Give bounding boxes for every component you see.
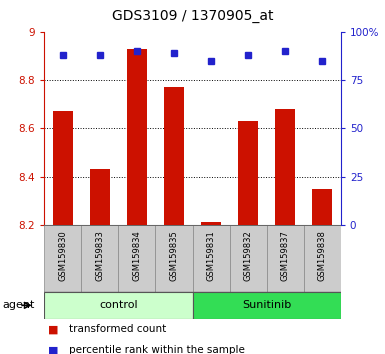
Bar bbox=[119, 225, 156, 292]
Bar bbox=[127, 49, 147, 225]
Text: ■: ■ bbox=[48, 324, 59, 334]
Text: control: control bbox=[99, 300, 138, 310]
Bar bbox=[156, 225, 192, 292]
Text: GSM159834: GSM159834 bbox=[132, 230, 141, 281]
Text: Sunitinib: Sunitinib bbox=[242, 300, 291, 310]
Text: GSM159830: GSM159830 bbox=[58, 230, 67, 281]
Bar bbox=[53, 112, 73, 225]
Bar bbox=[201, 222, 221, 225]
Text: GSM159838: GSM159838 bbox=[318, 230, 327, 281]
Text: agent: agent bbox=[2, 300, 34, 310]
Text: transformed count: transformed count bbox=[69, 324, 167, 334]
Bar bbox=[275, 109, 295, 225]
Bar bbox=[192, 225, 229, 292]
Text: percentile rank within the sample: percentile rank within the sample bbox=[69, 346, 245, 354]
Text: ■: ■ bbox=[48, 346, 59, 354]
Text: GSM159831: GSM159831 bbox=[206, 230, 216, 281]
Text: GDS3109 / 1370905_at: GDS3109 / 1370905_at bbox=[112, 9, 273, 23]
Bar bbox=[164, 87, 184, 225]
Text: GSM159835: GSM159835 bbox=[169, 230, 179, 281]
Bar bbox=[81, 225, 119, 292]
Bar bbox=[312, 189, 332, 225]
Bar bbox=[90, 169, 110, 225]
Text: GSM159833: GSM159833 bbox=[95, 230, 104, 281]
Text: GSM159832: GSM159832 bbox=[244, 230, 253, 281]
Bar bbox=[304, 225, 341, 292]
Bar bbox=[238, 121, 258, 225]
Bar bbox=[44, 225, 81, 292]
Bar bbox=[267, 225, 304, 292]
Bar bbox=[44, 292, 192, 319]
Text: GSM159837: GSM159837 bbox=[281, 230, 290, 281]
Bar bbox=[229, 225, 266, 292]
Bar bbox=[192, 292, 341, 319]
